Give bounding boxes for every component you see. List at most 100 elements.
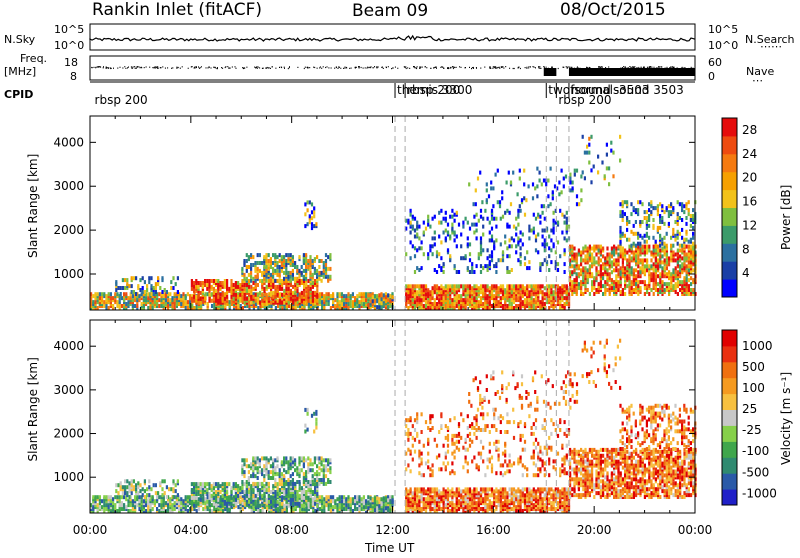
- data-cell: [467, 284, 469, 288]
- data-cell: [449, 215, 451, 219]
- data-cell: [414, 254, 416, 258]
- data-cell: [239, 297, 241, 301]
- data-cell: [134, 495, 136, 499]
- data-cell: [427, 219, 429, 223]
- data-cell: [622, 218, 624, 222]
- data-cell: [513, 238, 515, 242]
- data-cell: [617, 272, 619, 276]
- data-cell: [484, 284, 486, 288]
- data-cell: [169, 298, 171, 302]
- data-cell: [414, 270, 416, 274]
- data-cell: [611, 254, 613, 258]
- data-cell: [285, 259, 287, 263]
- data-cell: [405, 302, 407, 306]
- data-cell: [502, 284, 504, 288]
- data-cell: [307, 208, 309, 212]
- data-cell: [677, 280, 679, 284]
- data-cell: [688, 268, 690, 272]
- data-cell: [506, 284, 508, 288]
- data-cell: [412, 284, 414, 288]
- data-cell: [410, 256, 412, 260]
- data-cell: [451, 284, 453, 288]
- data-cell: [692, 268, 694, 272]
- data-cell: [513, 225, 515, 229]
- data-cell: [502, 250, 504, 254]
- data-cell: [670, 244, 672, 248]
- data-cell: [329, 275, 331, 279]
- data-cell: [620, 280, 622, 284]
- data-cell: [602, 247, 604, 251]
- data-cell: [473, 231, 475, 235]
- data-cell: [520, 260, 522, 264]
- data-cell: [646, 210, 648, 214]
- data-cell: [608, 182, 610, 186]
- data-cell: [564, 236, 566, 240]
- data-cell: [305, 253, 307, 257]
- data-cell: [187, 300, 189, 304]
- data-cell: [440, 284, 442, 288]
- data-cell: [292, 277, 294, 281]
- data-cell: [576, 194, 578, 198]
- data-cell: [312, 259, 314, 263]
- data-cell: [490, 186, 492, 190]
- data-cell: [128, 481, 130, 485]
- data-cell: [224, 293, 226, 297]
- data-cell: [648, 236, 650, 240]
- data-cell: [637, 212, 639, 216]
- data-cell: [553, 219, 555, 223]
- data-cell: [552, 196, 554, 200]
- data-cell: [648, 249, 650, 253]
- freq-point: [422, 67, 423, 68]
- freq-point: [136, 68, 137, 69]
- data-cell: [252, 287, 254, 291]
- data-cell: [467, 236, 469, 240]
- data-cell: [564, 248, 566, 252]
- data-cell: [191, 287, 193, 291]
- data-cell: [429, 225, 431, 229]
- freq-point: [643, 67, 644, 68]
- freq-point: [284, 68, 285, 69]
- data-cell: [553, 223, 555, 227]
- data-cell: [574, 169, 576, 173]
- data-cell: [480, 300, 482, 304]
- data-cell: [534, 186, 536, 190]
- data-cell: [385, 295, 387, 299]
- data-cell: [539, 284, 541, 288]
- freq-point: [658, 67, 659, 68]
- freq-point: [97, 66, 98, 67]
- data-cell: [309, 267, 311, 271]
- freq-point: [383, 68, 384, 69]
- data-cell: [690, 276, 692, 280]
- data-cell: [650, 258, 652, 262]
- data-cell: [275, 306, 277, 310]
- data-cell: [158, 503, 160, 507]
- data-cell: [295, 306, 297, 310]
- data-cell: [298, 255, 300, 259]
- data-cell: [144, 495, 146, 499]
- data-cell: [468, 182, 470, 186]
- freq-point: [526, 67, 527, 68]
- data-cell: [116, 292, 118, 296]
- freq-point: [209, 66, 210, 67]
- data-cell: [363, 292, 365, 296]
- data-cell: [451, 215, 453, 219]
- data-cell: [121, 304, 123, 308]
- data-cell: [341, 292, 343, 296]
- data-cell: [688, 253, 690, 257]
- data-cell: [451, 227, 453, 231]
- data-cell: [319, 298, 321, 302]
- data-cell: [487, 288, 489, 292]
- data-cell: [325, 253, 327, 257]
- data-cell: [458, 284, 460, 288]
- data-cell: [263, 271, 265, 275]
- data-cell: [622, 253, 624, 257]
- data-cell: [520, 304, 522, 308]
- nsky-tick-top-right: 10^5: [708, 23, 738, 36]
- data-cell: [639, 200, 641, 204]
- data-cell: [361, 497, 363, 501]
- data-cell: [535, 300, 537, 304]
- data-cell: [668, 270, 670, 274]
- data-cell: [440, 290, 442, 294]
- data-cell: [572, 181, 574, 185]
